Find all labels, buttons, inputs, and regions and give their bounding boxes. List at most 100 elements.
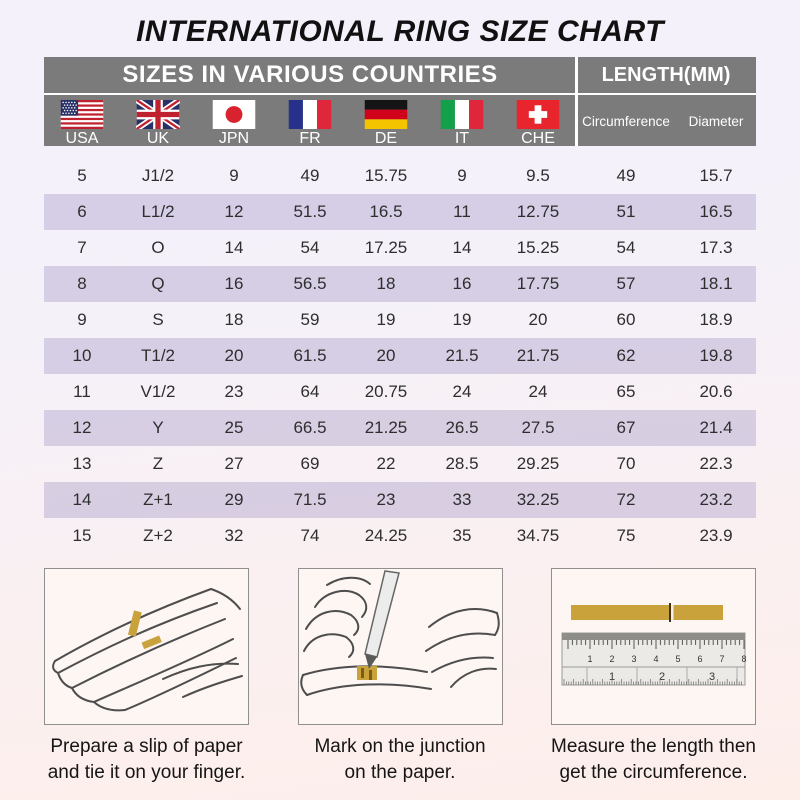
size-cell: 10 [72, 346, 92, 365]
size-cell: 56.5 [293, 274, 327, 293]
svg-text:4: 4 [653, 654, 658, 664]
svg-text:8: 8 [741, 654, 746, 664]
svg-text:1: 1 [587, 654, 592, 664]
size-cell: 49 [300, 166, 320, 185]
country-column-header: JPN [196, 95, 272, 147]
size-cell: 33 [452, 490, 472, 509]
table-row: 11 V1/2 23 64 20.75 24 24 65 20.6 [44, 374, 756, 410]
svg-text:5: 5 [675, 654, 680, 664]
step-caption-line: Prepare a slip of paper [50, 736, 243, 757]
country-code-label: IT [454, 130, 470, 147]
size-cell: 27.5 [521, 418, 555, 437]
size-cell: 23.2 [699, 490, 733, 509]
size-cell: 69 [300, 454, 320, 473]
size-cell: 16 [224, 274, 244, 293]
flag-uk-icon [136, 100, 180, 129]
ruler-measure-illustration: 1 2 3 4 5 6 7 8 1 2 3 [551, 568, 756, 725]
size-cell: 18 [376, 274, 396, 293]
table-row: 6 L1/2 12 51.5 16.5 11 12.75 51 16.5 [44, 194, 756, 230]
size-cell: 6 [77, 202, 87, 221]
size-cell: 64 [300, 382, 320, 401]
country-column-header: DE [348, 95, 424, 147]
size-cell: 17.25 [364, 238, 408, 257]
size-cell: O [151, 238, 165, 257]
size-cell: 12 [72, 418, 92, 437]
size-cell: 20 [528, 310, 548, 329]
page-title: INTERNATIONAL RING SIZE CHART [136, 15, 664, 48]
size-cell: 26.5 [445, 418, 479, 437]
size-cell: 19.8 [699, 346, 733, 365]
size-chart-table: SIZES IN VARIOUS COUNTRIES LENGTH(MM) US… [44, 57, 756, 554]
size-cell: 19 [376, 310, 396, 329]
size-cell: 74 [300, 526, 320, 545]
svg-text:3: 3 [709, 671, 715, 683]
country-column-header: CHE [500, 95, 576, 147]
size-cell: 62 [616, 346, 636, 365]
length-column-header: Diameter [688, 113, 744, 129]
svg-text:2: 2 [609, 654, 614, 664]
header-section-divider [575, 57, 578, 146]
size-cell: 18.9 [699, 310, 733, 329]
table-row: 8 Q 16 56.5 18 16 17.75 57 18.1 [44, 266, 756, 302]
step-caption-line: Mark on the junction [314, 736, 486, 757]
size-cell: J1/2 [141, 166, 175, 185]
size-cell: 16 [452, 274, 472, 293]
size-cell: 16.5 [699, 202, 733, 221]
size-cell: 12.75 [516, 202, 560, 221]
svg-text:2: 2 [659, 671, 665, 683]
instruction-step: 1 2 3 4 5 6 7 8 1 2 3 Measure the length then get … [551, 568, 756, 786]
size-cell: 57 [616, 274, 636, 293]
size-cell: 15.7 [699, 166, 733, 185]
size-cell: 14 [452, 238, 472, 257]
table-header: SIZES IN VARIOUS COUNTRIES LENGTH(MM) US… [44, 57, 756, 147]
size-cell: 34.75 [516, 526, 560, 545]
size-cell: 15.75 [364, 166, 408, 185]
size-cell: 20 [224, 346, 244, 365]
size-cell: 29.25 [516, 454, 560, 473]
size-cell: T1/2 [140, 346, 176, 365]
size-cell: 23 [376, 490, 396, 509]
table-row: 10 T1/2 20 61.5 20 21.5 21.75 62 19.8 [44, 338, 756, 374]
country-column-header: UK [120, 95, 196, 147]
svg-text:1: 1 [609, 671, 615, 683]
size-cell: 14 [72, 490, 92, 509]
size-cell: 59 [300, 310, 320, 329]
size-cell: 51.5 [293, 202, 327, 221]
flag-che-icon [516, 100, 560, 129]
svg-text:7: 7 [719, 654, 724, 664]
instruction-step: Prepare a slip of paper and tie it on you… [44, 568, 249, 786]
size-cell: 18 [224, 310, 244, 329]
country-code-label: USA [65, 130, 99, 147]
size-cell: 17.75 [516, 274, 560, 293]
size-cell: 54 [616, 238, 636, 257]
group-header-row: SIZES IN VARIOUS COUNTRIES LENGTH(MM) [44, 57, 756, 95]
step-caption: Prepare a slip of paper and tie it on you… [44, 734, 249, 786]
size-cell: 11 [73, 382, 91, 401]
length-column-header: Circumference [582, 113, 670, 129]
size-cell: 9 [457, 166, 467, 185]
country-column-header: FR [272, 95, 348, 147]
size-cell: Y [152, 418, 164, 437]
table-row: 9 S 18 59 19 19 20 60 18.9 [44, 302, 756, 338]
flag-de-icon [364, 100, 408, 129]
step-caption-line: and tie it on your finger. [47, 762, 246, 783]
size-cell: 8 [77, 274, 87, 293]
size-cell: 23 [224, 382, 244, 401]
country-code-label: DE [374, 130, 398, 147]
size-cell: 24 [452, 382, 472, 401]
table-row: 7 O 14 54 17.25 14 15.25 54 17.3 [44, 230, 756, 266]
size-cell: 18.1 [699, 274, 733, 293]
size-cell: 5 [77, 166, 87, 185]
size-cell: 17.3 [699, 238, 733, 257]
table-row: 13 Z 27 69 22 28.5 29.25 70 22.3 [44, 446, 756, 482]
size-cell: 11 [453, 202, 471, 221]
size-cell: 20.6 [699, 382, 733, 401]
size-cell: 15 [72, 526, 92, 545]
step-caption-line: Measure the length then [551, 736, 756, 757]
size-cell: 32.25 [516, 490, 560, 509]
size-cell: Q [151, 274, 165, 293]
size-cell: 60 [616, 310, 636, 329]
size-cell: 16.5 [369, 202, 403, 221]
country-column-header: USA [44, 95, 120, 147]
step-caption-line: get the circumference. [559, 762, 748, 783]
